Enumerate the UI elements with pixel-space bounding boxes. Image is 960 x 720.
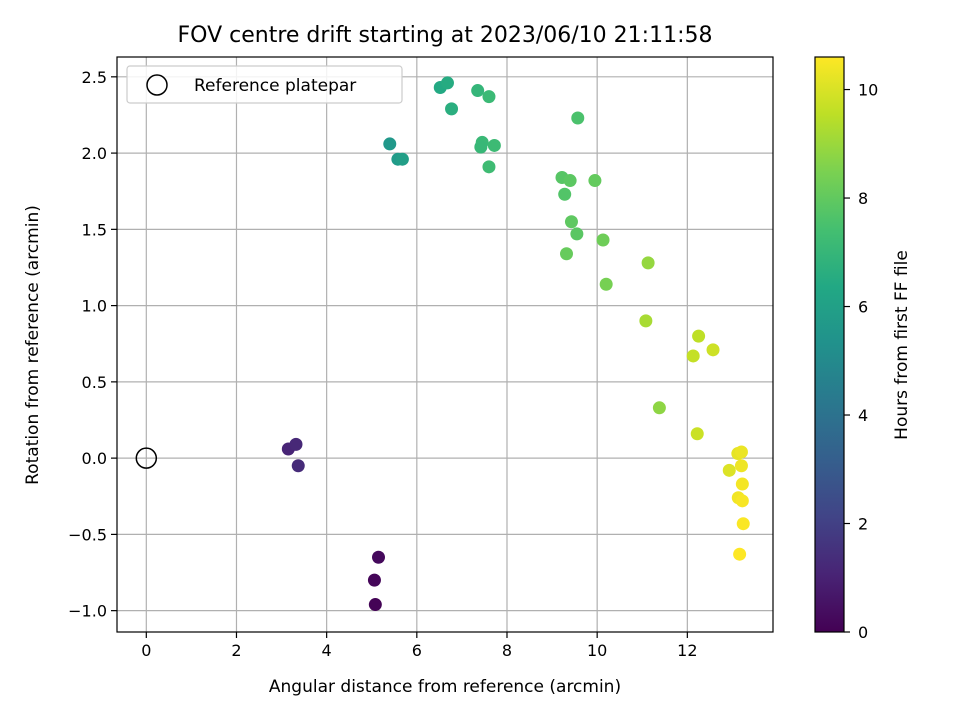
data-point xyxy=(471,84,485,98)
data-point xyxy=(686,349,700,363)
data-points xyxy=(135,76,750,612)
data-point xyxy=(690,427,704,441)
data-point xyxy=(395,152,409,166)
data-point xyxy=(367,573,381,587)
data-point xyxy=(596,233,610,247)
data-point xyxy=(564,215,578,229)
colorbar-tick-label: 0 xyxy=(858,623,868,642)
data-point xyxy=(560,247,574,261)
data-point xyxy=(639,314,653,328)
data-point xyxy=(734,459,748,473)
data-point xyxy=(289,437,303,451)
data-point xyxy=(736,517,750,531)
data-point xyxy=(734,445,748,459)
y-tick-label: 1.0 xyxy=(82,297,107,316)
colorbar-tick-label: 10 xyxy=(858,81,878,100)
data-point xyxy=(652,401,666,415)
reference-platepar-marker xyxy=(135,447,158,469)
data-point xyxy=(482,160,496,174)
data-point xyxy=(706,343,720,357)
data-point xyxy=(368,598,382,612)
data-point xyxy=(735,494,749,508)
y-tick-label: 1.5 xyxy=(82,220,107,239)
legend-marker-reference xyxy=(146,74,168,96)
colorbar-tick-label: 6 xyxy=(858,298,868,317)
plot-frame xyxy=(116,56,774,633)
y-axis-ticks: −1.0 −0.5 0.0 0.5 1.0 1.5 2.0 2.5 xyxy=(68,68,117,621)
data-point xyxy=(383,137,397,151)
data-point xyxy=(487,138,501,152)
data-point xyxy=(440,76,454,90)
data-point xyxy=(722,463,736,477)
legend: Reference platepar xyxy=(126,65,403,104)
grid-lines xyxy=(117,57,773,632)
x-tick-label: 10 xyxy=(587,641,607,660)
data-point xyxy=(474,140,488,154)
y-tick-label: −1.0 xyxy=(68,602,107,621)
chart-title: FOV centre drift starting at 2023/06/10 … xyxy=(178,23,713,48)
colorbar-label: Hours from first FF file xyxy=(892,250,912,440)
data-point xyxy=(692,329,706,343)
colorbar-tick-label: 4 xyxy=(858,406,868,425)
data-point xyxy=(482,90,496,104)
x-tick-label: 4 xyxy=(322,641,332,660)
y-tick-label: 2.0 xyxy=(82,144,107,163)
data-point xyxy=(588,174,602,188)
data-point xyxy=(733,547,747,561)
colorbar-tick-label: 2 xyxy=(858,515,868,534)
data-point xyxy=(445,102,459,116)
legend-box xyxy=(126,65,403,104)
x-tick-label: 6 xyxy=(412,641,422,660)
colorbar-ticks: 0 2 4 6 8 10 xyxy=(844,81,878,642)
data-point xyxy=(558,187,572,201)
y-tick-label: −0.5 xyxy=(68,525,107,544)
colorbar-tick-label: 8 xyxy=(858,189,868,208)
x-tick-label: 12 xyxy=(677,641,697,660)
colorbar: 0 2 4 6 8 10 Hours from first FF file xyxy=(814,56,912,642)
data-point xyxy=(570,227,584,241)
colorbar-frame xyxy=(814,56,845,633)
data-point xyxy=(571,111,585,125)
data-point xyxy=(641,256,655,270)
legend-label-reference: Reference platepar xyxy=(194,76,356,96)
x-tick-label: 0 xyxy=(141,641,151,660)
y-tick-label: 0.0 xyxy=(82,449,107,468)
data-point xyxy=(291,459,305,473)
y-tick-label: 2.5 xyxy=(82,68,107,87)
data-point xyxy=(371,550,385,564)
data-point xyxy=(563,174,577,188)
x-axis-ticks: 0 2 4 6 8 10 12 xyxy=(141,632,698,660)
y-axis-label: Rotation from reference (arcmin) xyxy=(23,205,43,485)
data-point xyxy=(599,277,613,291)
x-axis-label: Angular distance from reference (arcmin) xyxy=(269,677,621,697)
x-tick-label: 8 xyxy=(502,641,512,660)
y-tick-label: 0.5 xyxy=(82,373,107,392)
x-tick-label: 2 xyxy=(231,641,241,660)
data-point xyxy=(735,477,749,491)
colorbar-gradient xyxy=(815,57,844,632)
